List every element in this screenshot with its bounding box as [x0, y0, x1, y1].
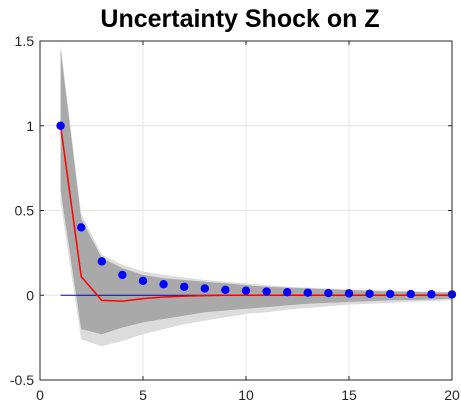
data-point — [77, 223, 86, 232]
y-tick-label: 1 — [26, 118, 34, 134]
data-point — [324, 288, 333, 298]
data-point — [200, 284, 209, 293]
data-point — [159, 280, 168, 289]
confidence-bands — [60, 44, 452, 347]
inner-band — [60, 49, 452, 335]
x-tick-label: 5 — [139, 387, 147, 403]
data-point — [241, 286, 251, 295]
data-point — [118, 270, 127, 280]
y-tick-label: 0 — [26, 287, 34, 303]
x-tick-label: 20 — [444, 387, 460, 403]
data-point — [262, 287, 271, 296]
x-tick-label: 10 — [238, 387, 254, 403]
y-tick-labels: -0.5 0 0.5 1 1.5 — [10, 33, 34, 388]
y-tick-label: 0.5 — [15, 203, 35, 219]
x-tick-label: 0 — [36, 387, 44, 403]
data-point — [138, 276, 148, 286]
data-point — [303, 288, 312, 297]
data-point — [406, 289, 415, 299]
data-point — [97, 257, 107, 266]
data-point — [221, 285, 230, 295]
y-tick-label: 1.5 — [15, 33, 35, 49]
series-points — [56, 121, 457, 299]
data-point — [386, 289, 395, 299]
y-tick-label: -0.5 — [10, 372, 34, 388]
x-tick-label: 15 — [341, 387, 357, 403]
data-point — [283, 287, 292, 297]
axes — [39, 40, 453, 381]
data-point — [180, 282, 189, 291]
data-point — [365, 289, 374, 298]
data-point — [56, 121, 65, 130]
x-tick-labels: 0 5 10 15 20 — [36, 387, 460, 403]
data-point — [427, 290, 436, 299]
chart-title: Uncertainty Shock on Z — [100, 5, 379, 33]
data-point — [344, 289, 354, 298]
